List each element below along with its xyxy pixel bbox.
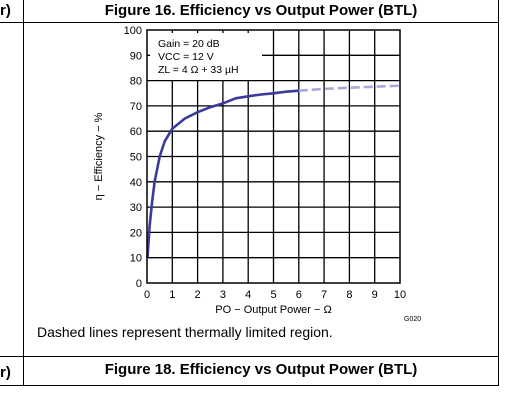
x-tick-label: 6 bbox=[296, 289, 302, 301]
left-stub-top: r) bbox=[0, 2, 11, 19]
y-tick-label: 90 bbox=[130, 50, 142, 62]
x-tick-label: 0 bbox=[144, 289, 150, 301]
x-tick-label: 1 bbox=[169, 289, 175, 301]
y-tick-label: 100 bbox=[124, 25, 142, 37]
series-line-solid bbox=[146, 89, 299, 258]
figure-title: Figure 16. Efficiency vs Output Power (B… bbox=[104, 2, 418, 19]
y-tick-label: 60 bbox=[130, 126, 142, 138]
y-tick-label: 10 bbox=[130, 253, 142, 265]
thermal-note: Dashed lines represent thermally limited… bbox=[37, 324, 333, 340]
left-column-divider bbox=[23, 0, 24, 386]
mid-rule bbox=[0, 356, 499, 357]
y-tick-label: 20 bbox=[130, 227, 142, 239]
series-line-dashed bbox=[298, 84, 401, 92]
y-tick-label: 50 bbox=[130, 152, 142, 164]
x-tick-label: 8 bbox=[346, 289, 352, 301]
header-rule bbox=[0, 22, 499, 23]
annotation-line: Gain = 20 dB bbox=[158, 38, 220, 50]
x-tick-label: 7 bbox=[321, 289, 327, 301]
left-stub-bottom: r) bbox=[0, 364, 11, 381]
x-tick-label: 10 bbox=[394, 289, 406, 301]
figure-code: G020 bbox=[404, 316, 421, 323]
x-axis-label: PO − Output Power − Ω bbox=[215, 304, 331, 316]
bottom-rule bbox=[0, 385, 499, 386]
x-tick-label: 2 bbox=[195, 289, 201, 301]
annotation-line: ZL = 4 Ω + 33 µH bbox=[158, 64, 239, 76]
y-tick-label: 80 bbox=[130, 76, 142, 88]
plot-border bbox=[146, 29, 401, 284]
y-axis-label: η − Efficiency − % bbox=[93, 112, 105, 200]
x-tick-label: 4 bbox=[245, 289, 251, 301]
right-border bbox=[498, 0, 499, 386]
chart-axes bbox=[146, 29, 401, 284]
x-tick-label: 5 bbox=[270, 289, 276, 301]
next-figure-title: Figure 18. Efficiency vs Output Power (B… bbox=[104, 361, 418, 378]
annotation-line: VCC = 12 V bbox=[158, 51, 214, 63]
x-tick-label: 9 bbox=[372, 289, 378, 301]
chart-series bbox=[146, 84, 401, 258]
y-tick-label: 40 bbox=[130, 177, 142, 189]
y-tick-label: 0 bbox=[136, 278, 142, 290]
y-tick-label: 30 bbox=[130, 202, 142, 214]
y-tick-label: 70 bbox=[130, 101, 142, 113]
x-tick-label: 3 bbox=[220, 289, 226, 301]
annotation-background bbox=[150, 33, 262, 80]
